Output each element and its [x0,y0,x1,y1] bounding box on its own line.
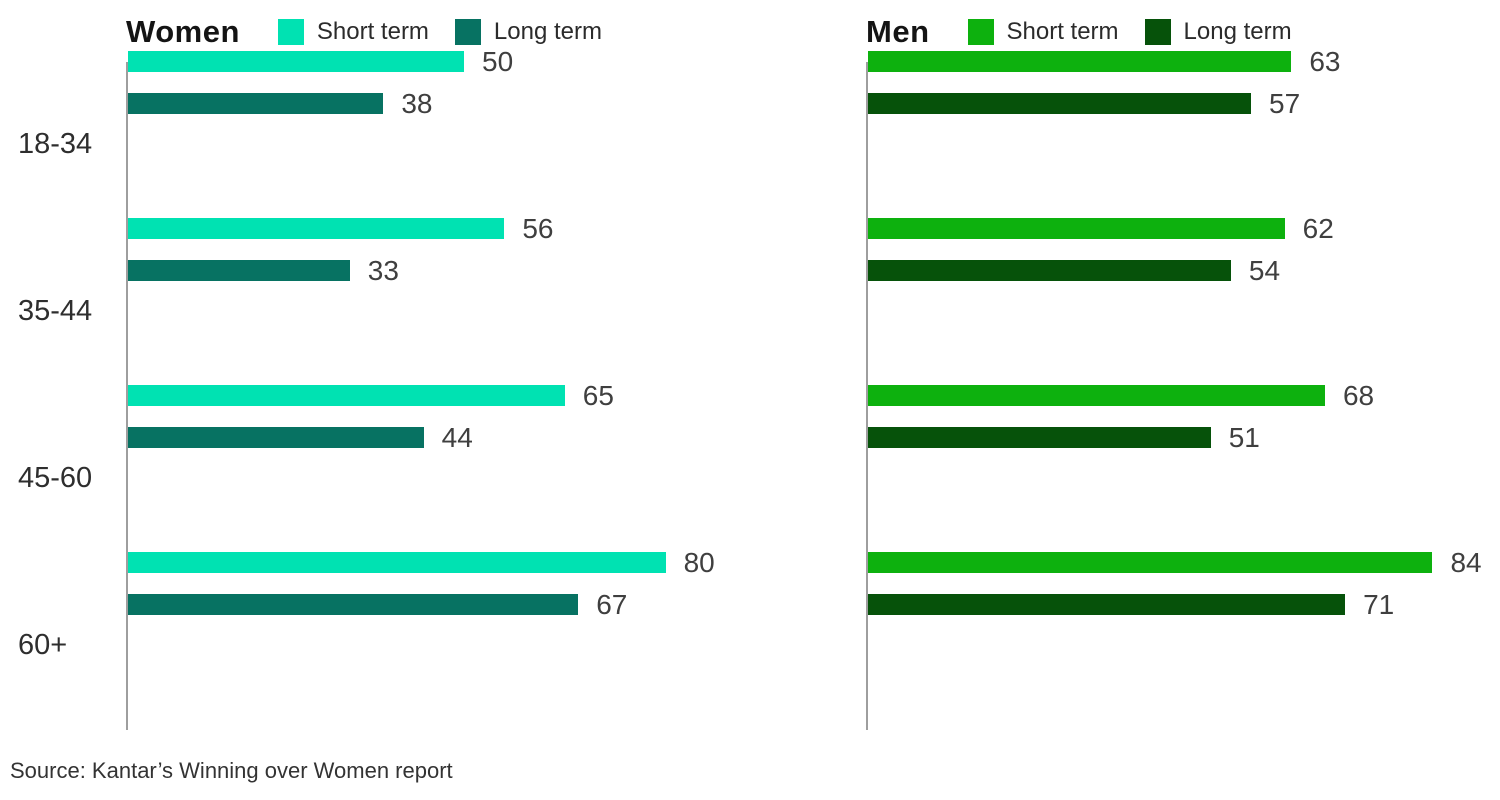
legend-label: Long term [493,18,602,45]
men-long-term-bar-60+ [868,594,1346,615]
women-legend: Short term Long term [277,18,602,46]
category-label-45-60: 45-60 [18,462,93,494]
women-long-term-bar-35-44 [128,260,350,281]
men-long-term-bar-18-34 [868,93,1252,114]
men-title: Men [866,14,930,49]
women-long-term-bar-18-34 [128,93,384,114]
bar-group-35-44: 56 33 [128,213,553,302]
men-panel: Men Short term Long term 63 57 62 54 68 51 84 7… [866,0,1500,740]
women-y-axis-line [126,62,128,730]
men-long-term-bar-35-44 [868,260,1231,281]
legend-item-men-long-term: Long term [1144,18,1292,46]
women-header: Women Short term Long term [126,14,602,50]
men-long-term-bar-45-60 [868,427,1211,448]
legend-label: Short term [1006,18,1119,45]
men-short-term-bar-18-34 [868,51,1292,72]
women-short-term-bar-45-60 [128,385,565,406]
value-label: 54 [1248,254,1281,286]
men-legend: Short term Long term [967,18,1292,46]
women-short-term-bar-35-44 [128,218,505,239]
legend-label: Short term [316,18,429,45]
value-label: 80 [683,546,715,578]
category-label-60+: 60+ [18,629,68,661]
value-label: 67 [596,588,628,620]
legend-item-women-long-term: Long term [454,18,602,46]
value-label: 84 [1450,546,1482,578]
men-short-term-swatch [967,19,994,45]
value-label: 57 [1269,87,1301,119]
value-label: 50 [482,45,514,77]
men-short-term-bar-35-44 [868,218,1285,239]
bar-group-18-34: 63 57 [868,46,1341,135]
value-label: 33 [367,254,399,286]
bar-group-18-34: 50 38 [128,46,513,135]
value-label: 56 [522,212,554,244]
women-long-term-bar-60+ [128,594,579,615]
value-label: 71 [1363,588,1395,620]
women-short-term-bar-60+ [128,552,666,573]
source-note: Source: Kantar’s Winning over Women repo… [10,758,453,783]
value-label: 68 [1342,379,1375,411]
bar-group-45-60: 65 44 [128,380,614,469]
value-label: 63 [1309,45,1341,77]
women-panel: Women Short term Long term 50 38 56 33 65 44 8… [126,0,866,740]
value-label: 44 [441,421,473,453]
women-short-term-bar-18-34 [128,51,464,72]
value-label: 38 [401,87,433,119]
category-label-18-34: 18-34 [18,128,93,160]
bar-group-35-44: 62 54 [868,213,1334,302]
bar-group-60+: 84 71 [868,547,1482,636]
women-short-term-swatch [277,19,304,45]
women-long-term-swatch [454,19,481,45]
women-title: Women [126,14,240,49]
men-header: Men Short term Long term [866,14,1292,50]
value-label: 65 [582,379,614,411]
category-label-35-44: 35-44 [18,295,93,327]
women-long-term-bar-45-60 [128,427,424,448]
bar-group-60+: 80 67 [128,547,715,636]
bar-group-45-60: 68 51 [868,380,1374,469]
men-short-term-bar-60+ [868,552,1433,573]
value-label: 62 [1302,212,1334,244]
men-y-axis-line [866,62,868,730]
legend-label: Long term [1183,18,1292,45]
legend-item-women-short-term: Short term [277,18,429,46]
men-short-term-bar-45-60 [868,385,1325,406]
value-label: 51 [1228,421,1260,453]
men-long-term-swatch [1144,19,1171,45]
legend-item-men-short-term: Short term [967,18,1119,46]
